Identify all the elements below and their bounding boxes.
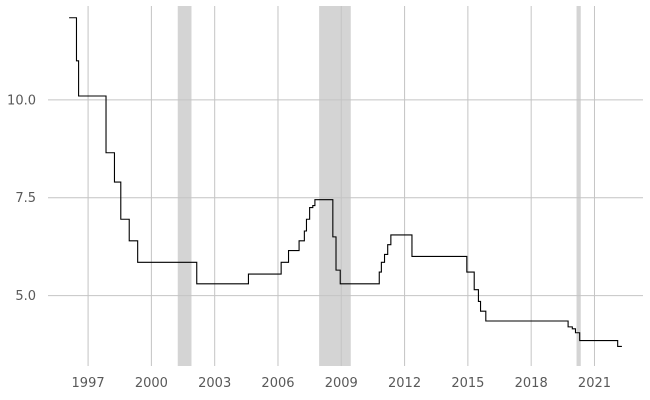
series-line-1	[69, 17, 622, 347]
recession-band-3	[576, 6, 581, 366]
y-axis-ticks: 5.0 7.5 10.0	[7, 93, 36, 304]
y-tick-label: 10.0	[7, 93, 36, 108]
x-tick-label: 2006	[261, 376, 294, 391]
y-tick-label: 5.0	[15, 289, 36, 304]
gridlines	[48, 6, 643, 366]
x-tick-label: 2012	[388, 376, 421, 391]
x-tick-label: 2021	[578, 376, 611, 391]
x-tick-label: 1997	[72, 376, 105, 391]
recession-bands	[177, 6, 581, 366]
x-tick-label: 2015	[451, 376, 484, 391]
x-axis-ticks: 1997 2000 2003 2006 2009 2012 2015 2018 2021	[72, 376, 611, 391]
recession-band-2	[319, 6, 351, 366]
recession-band-1	[177, 6, 192, 366]
x-tick-label: 2018	[515, 376, 548, 391]
y-tick-label: 7.5	[15, 191, 36, 206]
x-tick-label: 2003	[198, 376, 231, 391]
x-tick-label: 2009	[325, 376, 358, 391]
data-series	[69, 17, 622, 347]
x-tick-label: 2000	[135, 376, 168, 391]
